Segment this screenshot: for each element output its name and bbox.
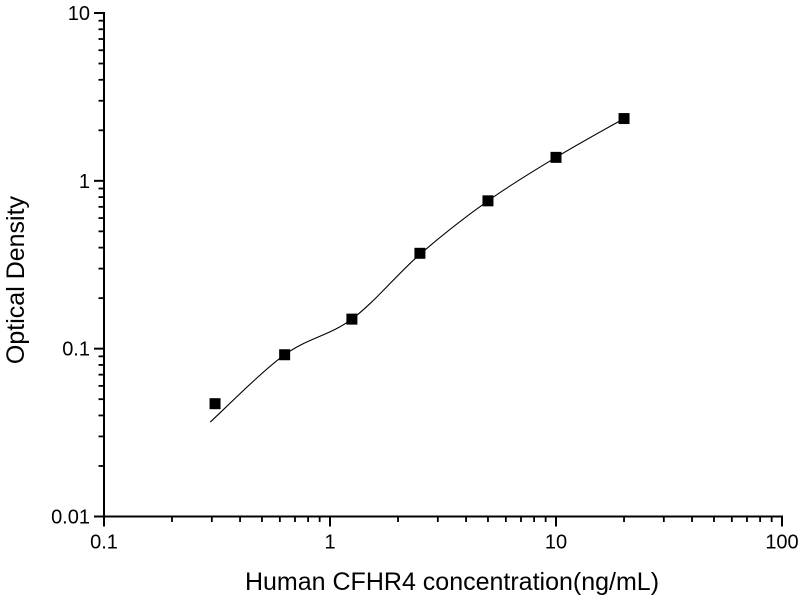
data-point-marker [482, 195, 494, 207]
data-point-marker [618, 113, 630, 125]
y-tick-label: 1 [79, 171, 90, 193]
x-axis-title: Human CFHR4 concentration(ng/mL) [245, 568, 659, 596]
x-tick-label: 1 [324, 532, 335, 554]
data-point-marker [279, 349, 291, 361]
x-tick-label: 10 [545, 532, 567, 554]
fitted-curve-line [209, 118, 625, 423]
y-tick-label: 0.1 [62, 339, 90, 361]
x-tick-label: 0.1 [90, 532, 118, 554]
y-axis-title: Optical Density [2, 195, 30, 364]
data-point-marker [550, 151, 562, 163]
y-tick-label: 0.01 [51, 507, 90, 529]
data-point-marker [414, 247, 426, 259]
data-point-marker [346, 313, 358, 325]
y-tick-label: 10 [68, 3, 90, 25]
data-point-marker [209, 398, 221, 410]
x-tick-label: 100 [765, 532, 798, 554]
